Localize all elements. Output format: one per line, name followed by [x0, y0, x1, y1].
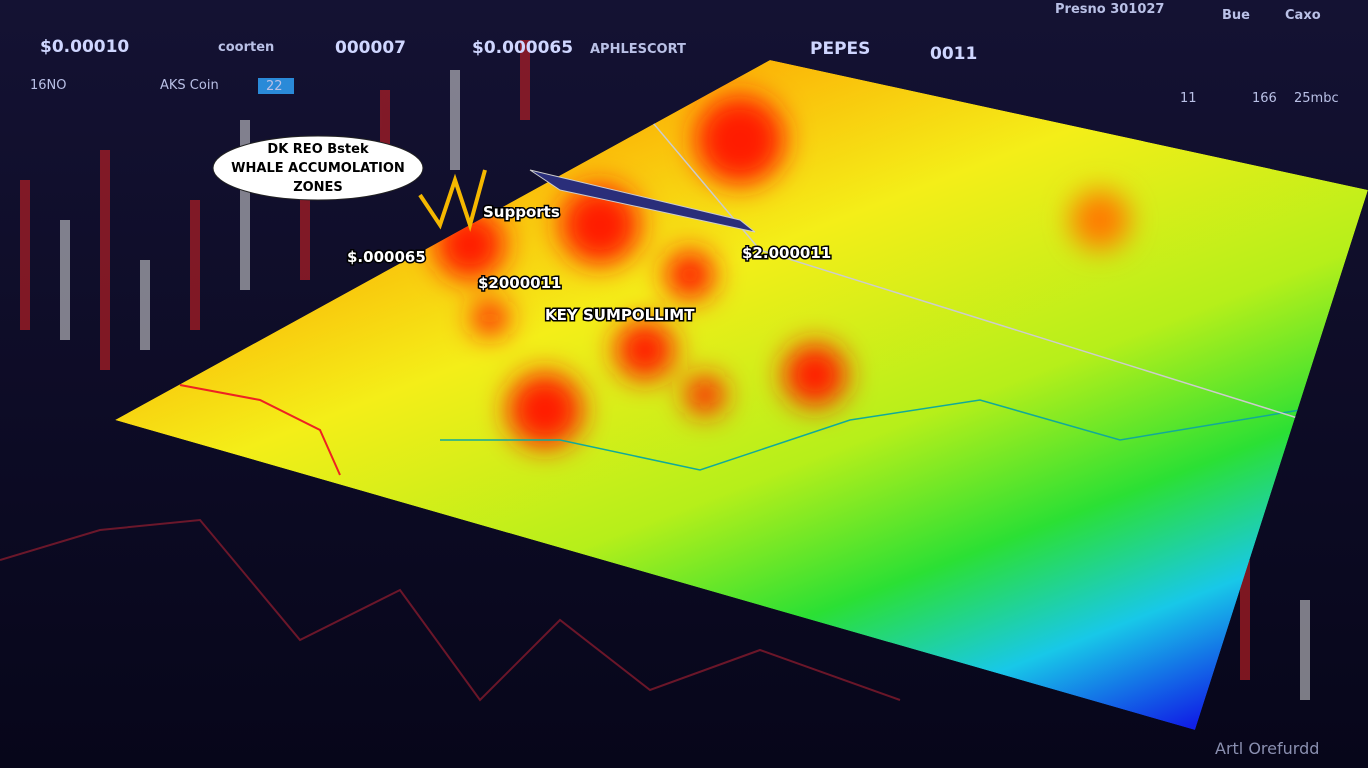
callout-text: ZONES [293, 180, 343, 195]
badge [258, 78, 294, 94]
ticker: PEPES [810, 39, 870, 59]
ticker: coorten [218, 40, 274, 55]
stat: 11 [1180, 91, 1197, 106]
ticker: Presno 301027 [1055, 2, 1164, 17]
label: $2000011 [478, 274, 562, 292]
ticker: $0.000065 [472, 38, 573, 58]
callout-text: DK REO Bstek [267, 142, 369, 157]
ticker: Caxo [1285, 8, 1321, 23]
pointer [418, 169, 487, 232]
background-candles [0, 40, 1310, 702]
label: $2.000011 [742, 244, 831, 262]
badge-text: 22 [266, 79, 283, 94]
ticker: 0011 [930, 44, 977, 64]
ticker: AKS Coin [160, 78, 219, 93]
label: Supports [483, 203, 560, 221]
ticker: APHLESCORT [590, 42, 686, 57]
ticker: 16NO [30, 78, 67, 93]
ticker: 000007 [335, 38, 406, 58]
ticker: $0.00010 [40, 37, 129, 57]
callout-text: WHALE ACCUMOLATION [231, 161, 405, 176]
stat: 166 [1252, 91, 1277, 106]
watermark: Artl Orefurdd [1215, 739, 1319, 758]
label: $.000065 [347, 248, 426, 266]
ticker: Bue [1222, 8, 1250, 23]
arrow-overlay [529, 169, 756, 233]
label: KEY SUMPOLLIMT [545, 306, 695, 324]
heatmap [115, 60, 1368, 730]
callout-bubble [212, 135, 424, 201]
stat: 25mbc [1294, 91, 1339, 106]
